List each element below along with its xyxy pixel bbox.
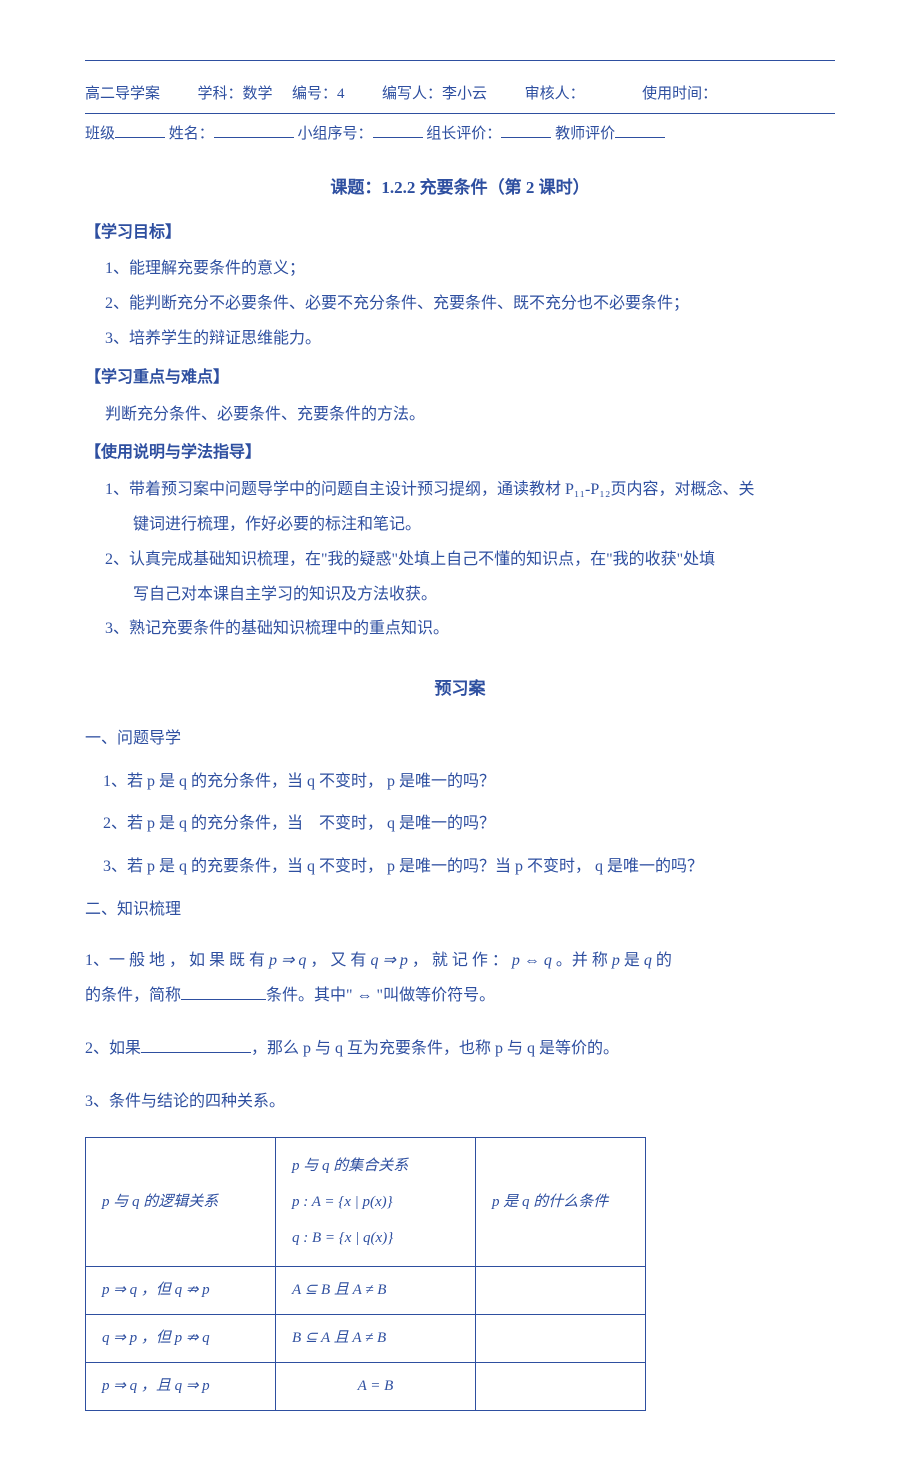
- cell-line: p : A = {x | p(x)}: [292, 1184, 459, 1220]
- math-expr: p ⇔ q: [512, 952, 552, 969]
- question-item: 1、若 p 是 q 的充分条件，当 q 不变时， p 是唯一的吗？: [103, 768, 835, 797]
- text: ， 又 有: [306, 952, 370, 969]
- table-cell: p ⇒ q ，但 q ⇏ p: [86, 1267, 276, 1315]
- keypoints-label: 【学习重点与难点】: [85, 364, 835, 393]
- header-reviewer: 审核人：: [525, 86, 585, 102]
- header-course: 高二导学案: [85, 86, 160, 102]
- header-author: 编写人：李小云: [382, 86, 487, 102]
- label-leader-eval: 组长评价：: [426, 126, 501, 142]
- table-row: p 与 q 的逻辑关系 p 与 q 的集合关系 p : A = {x | p(x…: [86, 1138, 646, 1267]
- header-subject: 学科：数学: [198, 86, 273, 102]
- label-teacher-eval: 教师评价: [555, 126, 615, 142]
- blank-leader-eval: [501, 120, 551, 138]
- text: 2、如果: [85, 1040, 141, 1057]
- table-header-cell: p 与 q 的逻辑关系: [86, 1138, 276, 1267]
- text: 条件。其中" ⇔ "叫做等价符号。: [266, 987, 495, 1004]
- blank-group-no: [373, 120, 423, 138]
- text: 的: [652, 952, 672, 969]
- knowledge-item-1: 1、一 般 地 ， 如 果 既 有 p ⇒ q ， 又 有 q ⇒ p ， 就 …: [85, 943, 835, 1013]
- instructions-label: 【使用说明与学法指导】: [85, 439, 835, 468]
- instruction-item-cont: 键词进行梳理，作好必要的标注和笔记。: [133, 511, 835, 540]
- table-row: q ⇒ p ，但 p ⇏ q B ⊆ A 且 A ≠ B: [86, 1315, 646, 1363]
- question-text: 2、若 p 是 q 的充分条件，当 不变时， q 是唯一的吗？: [103, 815, 495, 832]
- blank-fill: [181, 984, 266, 1000]
- keypoints-content: 判断充分条件、必要条件、充要条件的方法。: [105, 401, 835, 430]
- math-var: q: [644, 952, 652, 969]
- text: 。并 称: [552, 952, 612, 969]
- table-cell: B ⊆ A 且 A ≠ B: [276, 1315, 476, 1363]
- table-cell: q ⇒ p ，但 p ⇏ q: [86, 1315, 276, 1363]
- question-item: 3、若 p 是 q 的充要条件，当 q 不变时， p 是唯一的吗？当 p 不变时…: [103, 853, 835, 882]
- question-item: 2、若 p 是 q 的充分条件，当 不变时， q 是唯一的吗？: [103, 810, 835, 839]
- text: 1、一 般 地 ， 如 果 既 有: [85, 952, 269, 969]
- instruction-item-cont: 写自己对本课自主学习的知识及方法收获。: [133, 581, 835, 610]
- text: 的条件，简称: [85, 987, 181, 1004]
- header-use-time: 使用时间：: [642, 86, 717, 102]
- blank-teacher-eval: [615, 120, 665, 138]
- header-separator: [85, 113, 835, 114]
- relations-table: p 与 q 的逻辑关系 p 与 q 的集合关系 p : A = {x | p(x…: [85, 1137, 646, 1411]
- label-class: 班级: [85, 126, 115, 142]
- goal-item: 3、培养学生的辩证思维能力。: [105, 325, 835, 354]
- preview-title: 预习案: [85, 674, 835, 705]
- text: ，那么 p 与 q 互为充要条件，也称 p 与 q 是等价的。: [251, 1040, 619, 1057]
- math-expr: q ⇒ p: [370, 952, 407, 969]
- lesson-title: 课题：1.2.2 充要条件（第 2 课时）: [85, 173, 835, 204]
- knowledge-item-2: 2、如果 ，那么 p 与 q 互为充要条件，也称 p 与 q 是等价的。: [85, 1031, 835, 1066]
- text: 是: [620, 952, 644, 969]
- header-line-2: 班级 姓名： 小组序号： 组长评价： 教师评价: [85, 120, 835, 148]
- knowledge-section-label: 二、知识梳理: [85, 896, 835, 925]
- goal-item: 1、能理解充要条件的意义；: [105, 255, 835, 284]
- blank-class: [115, 120, 165, 138]
- blank-name: [214, 120, 294, 138]
- label-group-no: 小组序号：: [298, 126, 373, 142]
- cell-line: p 与 q 的集合关系: [292, 1148, 459, 1184]
- table-cell: A = B: [276, 1363, 476, 1411]
- cell-text: p 与 q 的逻辑关系: [102, 1194, 218, 1210]
- instruction-item: 1、带着预习案中问题导学中的问题自主设计预习提纲，通读教材 P₁₁-P₁₂页内容…: [105, 476, 835, 505]
- page-top-rule: [85, 60, 835, 61]
- blank-fill: [141, 1037, 251, 1053]
- table-row: p ⇒ q ，但 q ⇏ p A ⊆ B 且 A ≠ B: [86, 1267, 646, 1315]
- question-text: 1、若 p 是 q 的充分条件，当 q 不变时， p 是唯一的吗？: [103, 773, 495, 790]
- label-name: 姓名：: [169, 126, 214, 142]
- goal-item: 2、能判断充分不必要条件、必要不充分条件、充要条件、既不充分也不必要条件；: [105, 290, 835, 319]
- header-line-1: 高二导学案 学科：数学 编号：4 编写人：李小云 审核人： 使用时间：: [85, 81, 835, 108]
- table-header-cell: p 是 q 的什么条件: [476, 1138, 646, 1267]
- table-cell: [476, 1363, 646, 1411]
- math-var: p: [612, 952, 620, 969]
- cell-line: q : B = {x | q(x)}: [292, 1220, 459, 1256]
- question-text: 3、若 p 是 q 的充要条件，当 q 不变时， p 是唯一的吗？当 p 不变时…: [103, 858, 703, 875]
- table-cell: A ⊆ B 且 A ≠ B: [276, 1267, 476, 1315]
- table-header-cell: p 与 q 的集合关系 p : A = {x | p(x)} q : B = {…: [276, 1138, 476, 1267]
- knowledge-item-3: 3、条件与结论的四种关系。: [85, 1084, 835, 1119]
- table-row: p ⇒ q ，且 q ⇒ p A = B: [86, 1363, 646, 1411]
- table-cell: p ⇒ q ，且 q ⇒ p: [86, 1363, 276, 1411]
- instruction-item: 3、熟记充要条件的基础知识梳理中的重点知识。: [105, 615, 835, 644]
- text: ， 就 记 作 ：: [408, 952, 512, 969]
- math-expr: p ⇒ q: [269, 952, 306, 969]
- table-cell: [476, 1267, 646, 1315]
- table-cell: [476, 1315, 646, 1363]
- goals-label: 【学习目标】: [85, 219, 835, 248]
- cell-text: p 是 q 的什么条件: [492, 1194, 608, 1210]
- instruction-item: 2、认真完成基础知识梳理，在"我的疑惑"处填上自己不懂的知识点，在"我的收获"处…: [105, 546, 835, 575]
- question-section-label: 一、问题导学: [85, 725, 835, 754]
- header-serial: 编号：4: [292, 86, 345, 102]
